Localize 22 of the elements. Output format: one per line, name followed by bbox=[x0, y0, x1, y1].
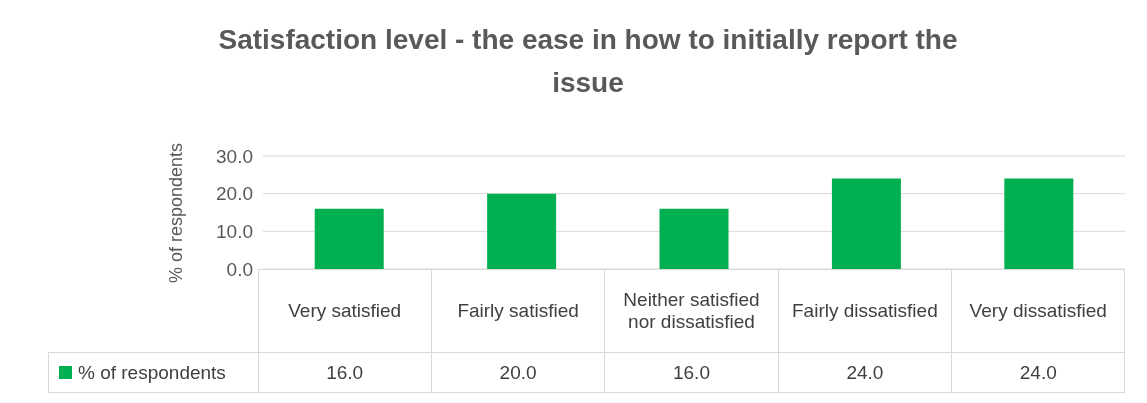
chart-title: Satisfaction level - the ease in how to initially report the issue bbox=[217, 23, 959, 100]
bar bbox=[659, 208, 729, 269]
data-label: 16.0 bbox=[604, 352, 779, 393]
x-tick-label: Fairly dissatisfied bbox=[778, 269, 952, 353]
x-tick-label: Neither satisfied nor dissatisfied bbox=[604, 269, 779, 353]
legend-label: % of respondents bbox=[48, 352, 258, 393]
data-label: 20.0 bbox=[431, 352, 605, 393]
data-label: 24.0 bbox=[951, 352, 1125, 393]
data-label: 24.0 bbox=[778, 352, 952, 393]
y-tick-label: 0.0 bbox=[226, 258, 253, 280]
bar bbox=[487, 193, 557, 269]
y-tick-label: 20.0 bbox=[216, 183, 253, 205]
y-axis-title: % of respondents bbox=[165, 142, 187, 284]
bar bbox=[831, 178, 901, 269]
data-label: 16.0 bbox=[258, 352, 432, 393]
y-tick-label: 10.0 bbox=[216, 221, 253, 243]
x-tick-label: Fairly satisfied bbox=[431, 269, 605, 353]
y-tick-label: 30.0 bbox=[216, 145, 253, 167]
bar bbox=[1004, 178, 1074, 269]
x-tick-label: Very satisfied bbox=[258, 269, 432, 353]
bar bbox=[314, 208, 384, 269]
x-tick-label: Very dissatisfied bbox=[951, 269, 1125, 353]
